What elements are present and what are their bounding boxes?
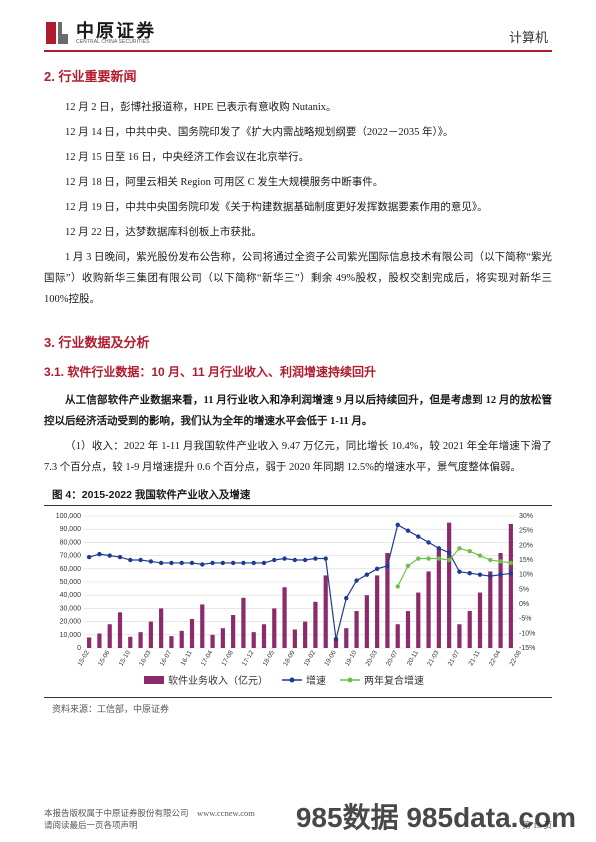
svg-text:20%: 20% [519,542,533,549]
svg-text:40,000: 40,000 [60,592,82,599]
page-header: 中原证券 CENTRAL CHINA SECURITIES 计算机 [44,20,552,52]
svg-text:60,000: 60,000 [60,566,82,573]
logo-text-cn: 中原证券 [76,22,156,40]
news-item: 12 月 22 日，达梦数据库科创板上市获批。 [44,222,552,243]
svg-text:16-03: 16-03 [138,649,153,667]
svg-text:5%: 5% [519,586,529,593]
svg-text:18-05: 18-05 [262,649,277,667]
news-item: 12 月 19 日，中共中央国务院印发《关于构建数据基础制度更好发挥数据要素作用… [44,197,552,218]
svg-text:-15%: -15% [519,645,535,652]
svg-text:21-07: 21-07 [447,649,462,667]
svg-text:80,000: 80,000 [60,539,82,546]
svg-text:20-07: 20-07 [385,649,400,667]
svg-text:25%: 25% [519,528,533,535]
subsection-3-1-title: 3.1. 软件行业数据：10 月、11 月行业收入、利润增速持续回升 [44,363,552,380]
news-item: 12 月 18 日，阿里云相关 Region 可用区 C 发生大规模服务中断事件… [44,172,552,193]
svg-text:22-08: 22-08 [509,649,524,667]
svg-text:0: 0 [77,645,81,652]
svg-text:19-10: 19-10 [344,649,359,667]
footer-line-2: 请阅读最后一页各项声明 [44,819,138,832]
svg-text:-10%: -10% [519,630,535,637]
svg-text:15-10: 15-10 [118,649,133,667]
section-3-para-1: （1）收入：2022 年 1-11 月我国软件产业收入 9.47 万亿元，同比增… [44,436,552,478]
svg-text:21-03: 21-03 [426,649,441,667]
svg-text:增速: 增速 [306,674,326,687]
svg-text:21-11: 21-11 [468,649,482,667]
svg-text:50,000: 50,000 [60,579,82,586]
svg-text:17-08: 17-08 [221,649,236,667]
svg-text:两年复合增速: 两年复合增速 [364,674,424,687]
svg-text:0%: 0% [519,601,529,608]
logo-mark-icon [44,20,70,46]
footer-line-1: 本报告版权属于中原证券股份有限公司 www.ccnew.com [44,807,552,820]
svg-text:-5%: -5% [519,616,531,623]
section-3-lead: 从工信部软件产业数据来看，11 月行业收入和净利润增速 9 月以后持续回升，但是… [44,390,552,432]
svg-text:15%: 15% [519,557,533,564]
svg-text:100,000: 100,000 [56,513,81,520]
svg-text:10%: 10% [519,572,533,579]
svg-text:70,000: 70,000 [60,553,82,560]
svg-text:18-09: 18-09 [282,649,297,667]
svg-text:30,000: 30,000 [60,605,82,612]
chart-4-caption: 图 4：2015-2022 我国软件产业收入及增速 [44,484,552,506]
section-3-title: 3. 行业数据及分析 [44,332,552,351]
svg-text:16-07: 16-07 [159,649,174,667]
section-2-title: 2. 行业重要新闻 [44,66,552,85]
svg-text:10,000: 10,000 [60,632,82,639]
svg-text:15-06: 15-06 [97,649,112,667]
page-footer: 本报告版权属于中原证券股份有限公司 www.ccnew.com 请阅读最后一页各… [44,807,552,833]
news-item: 12 月 14 日，中共中央、国务院印发了《扩大内需战略规划纲要（2022－20… [44,122,552,143]
svg-text:16-11: 16-11 [180,649,194,667]
svg-text:17-04: 17-04 [200,649,215,667]
svg-text:19-02: 19-02 [303,649,318,667]
svg-text:30%: 30% [519,513,533,520]
chart-4-source: 资料来源：工信部，中原证券 [44,698,552,715]
news-item: 1 月 3 日晚间，紫光股份发布公告称，公司将通过全资子公司紫光国际信息技术有限… [44,247,552,310]
svg-text:20-03: 20-03 [365,649,380,667]
svg-text:17-12: 17-12 [241,649,256,667]
footer-page-number: 第 13 页 [522,819,552,832]
svg-text:19-06: 19-06 [323,649,338,667]
header-category: 计算机 [509,27,552,46]
svg-text:90,000: 90,000 [60,526,82,533]
svg-text:20,000: 20,000 [60,619,82,626]
chart-4: 0 10,000 20,000 30,000 40,000 50,000 60,000 70,… [44,506,552,698]
logo-text-en: CENTRAL CHINA SECURITIES [76,40,156,45]
logo: 中原证券 CENTRAL CHINA SECURITIES [44,20,156,46]
svg-text:20-11: 20-11 [406,649,420,667]
news-item: 12 月 15 日至 16 日，中央经济工作会议在北京举行。 [44,147,552,168]
svg-text:22-04: 22-04 [488,649,503,667]
news-item: 12 月 2 日，彭博社报道称，HPE 已表示有意收购 Nutanix。 [44,97,552,118]
svg-text:软件业务收入（亿元）: 软件业务收入（亿元） [168,674,268,687]
